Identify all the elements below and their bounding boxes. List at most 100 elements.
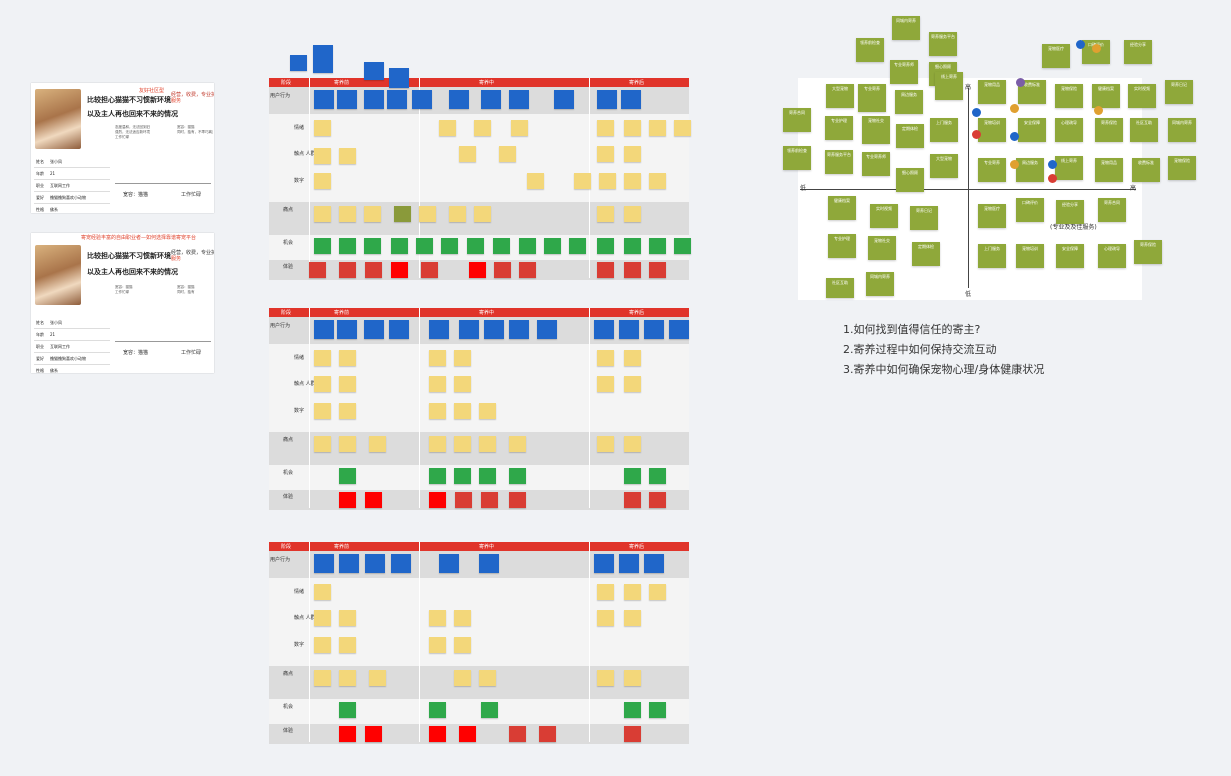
affinity-sticky[interactable]: 专业护理 [825, 116, 853, 140]
affinity-sticky[interactable]: 线上寄养 [935, 72, 963, 100]
floating-note[interactable] [364, 62, 384, 80]
sticky-note[interactable] [624, 436, 641, 452]
sticky-note[interactable] [594, 554, 614, 573]
affinity-sticky[interactable]: 定期体检 [912, 242, 940, 266]
affinity-sticky[interactable]: 领养前检查 [856, 38, 884, 62]
sticky-note[interactable] [624, 726, 641, 742]
sticky-note[interactable] [339, 238, 356, 254]
sticky-note[interactable] [439, 554, 459, 573]
sticky-note[interactable] [314, 206, 331, 222]
sticky-note[interactable] [429, 403, 446, 419]
sticky-note[interactable] [509, 436, 526, 452]
sticky-note[interactable] [519, 262, 536, 278]
affinity-sticky[interactable]: 上门服务 [930, 118, 958, 142]
sticky-note[interactable] [459, 320, 479, 339]
sticky-note[interactable] [314, 173, 331, 189]
sticky-note[interactable] [481, 702, 498, 718]
sticky-note[interactable] [674, 238, 691, 254]
sticky-note[interactable] [387, 90, 407, 109]
sticky-note[interactable] [597, 206, 614, 222]
sticky-note[interactable] [597, 584, 614, 600]
sticky-note[interactable] [474, 206, 491, 222]
sticky-note[interactable] [649, 584, 666, 600]
sticky-note[interactable] [644, 554, 664, 573]
sticky-note[interactable] [339, 702, 356, 718]
sticky-note[interactable] [314, 90, 334, 109]
sticky-note[interactable] [544, 238, 561, 254]
sticky-note[interactable] [429, 726, 446, 742]
sticky-note[interactable] [364, 320, 384, 339]
sticky-note[interactable] [339, 376, 356, 392]
sticky-note[interactable] [621, 90, 641, 109]
sticky-note[interactable] [649, 702, 666, 718]
sticky-note[interactable] [369, 436, 386, 452]
affinity-sticky[interactable]: 宠物保险 [1168, 156, 1196, 180]
sticky-note[interactable] [369, 670, 386, 686]
sticky-note[interactable] [454, 610, 471, 626]
sticky-note[interactable] [419, 206, 436, 222]
affinity-sticky[interactable]: 同城内寄养 [1168, 118, 1196, 142]
sticky-note[interactable] [624, 173, 641, 189]
sticky-note[interactable] [509, 320, 529, 339]
affinity-sticky[interactable]: 安全保障 [1018, 118, 1046, 142]
sticky-note[interactable] [493, 238, 510, 254]
sticky-note[interactable] [597, 376, 614, 392]
sticky-note[interactable] [624, 206, 641, 222]
sticky-note[interactable] [364, 238, 381, 254]
affinity-sticky[interactable]: 宠物用品 [978, 80, 1006, 104]
sticky-note[interactable] [339, 206, 356, 222]
sticky-note[interactable] [479, 670, 496, 686]
affinity-sticky[interactable]: 宠物培训 [1016, 244, 1044, 268]
sticky-note[interactable] [624, 376, 641, 392]
affinity-sticky[interactable]: 宠物医疗 [978, 204, 1006, 228]
sticky-note[interactable] [391, 238, 408, 254]
sticky-note[interactable] [597, 350, 614, 366]
sticky-note[interactable] [644, 320, 664, 339]
affinity-sticky[interactable]: 寄养合同 [1098, 198, 1126, 222]
sticky-note[interactable] [469, 262, 486, 278]
sticky-note[interactable] [597, 436, 614, 452]
sticky-note[interactable] [364, 206, 381, 222]
affinity-sticky[interactable]: 健康档案 [1092, 84, 1120, 108]
sticky-note[interactable] [509, 468, 526, 484]
affinity-sticky[interactable]: 社区互助 [1130, 118, 1158, 142]
sticky-note[interactable] [624, 584, 641, 600]
affinity-sticky[interactable]: 专业护理 [828, 234, 856, 258]
sticky-note[interactable] [314, 320, 334, 339]
floating-note[interactable] [313, 45, 333, 73]
sticky-note[interactable] [454, 436, 471, 452]
sticky-note[interactable] [455, 492, 472, 508]
sticky-note[interactable] [339, 148, 356, 164]
affinity-sticky[interactable]: 大型宠物 [826, 84, 854, 108]
sticky-note[interactable] [597, 90, 617, 109]
affinity-sticky[interactable]: 细心照顾 [896, 168, 924, 192]
sticky-note[interactable] [597, 238, 614, 254]
affinity-sticky[interactable]: 专业寄养 [858, 84, 886, 112]
affinity-sticky[interactable]: 经验分享 [1056, 200, 1084, 224]
sticky-note[interactable] [674, 120, 691, 136]
affinity-sticky[interactable]: 宠物用品 [1095, 158, 1123, 182]
affinity-sticky[interactable]: 寄养服务平台 [825, 150, 853, 174]
affinity-sticky[interactable]: 寄养保险 [1095, 118, 1123, 142]
sticky-note[interactable] [669, 320, 689, 339]
sticky-note[interactable] [391, 554, 411, 573]
floating-note[interactable] [389, 68, 409, 88]
sticky-note[interactable] [484, 320, 504, 339]
sticky-note[interactable] [429, 492, 446, 508]
sticky-note[interactable] [499, 146, 516, 162]
sticky-note[interactable] [481, 90, 501, 109]
sticky-note[interactable] [624, 492, 641, 508]
sticky-note[interactable] [624, 120, 641, 136]
sticky-note[interactable] [314, 436, 331, 452]
sticky-note[interactable] [439, 120, 456, 136]
sticky-note[interactable] [339, 670, 356, 686]
sticky-note[interactable] [365, 726, 382, 742]
sticky-note[interactable] [429, 320, 449, 339]
sticky-note[interactable] [429, 637, 446, 653]
sticky-note[interactable] [454, 670, 471, 686]
sticky-note[interactable] [494, 262, 511, 278]
sticky-note[interactable] [314, 350, 331, 366]
sticky-note[interactable] [454, 403, 471, 419]
affinity-sticky[interactable]: 寄养日记 [1165, 80, 1193, 104]
affinity-sticky[interactable]: 大型宠物 [930, 154, 958, 178]
